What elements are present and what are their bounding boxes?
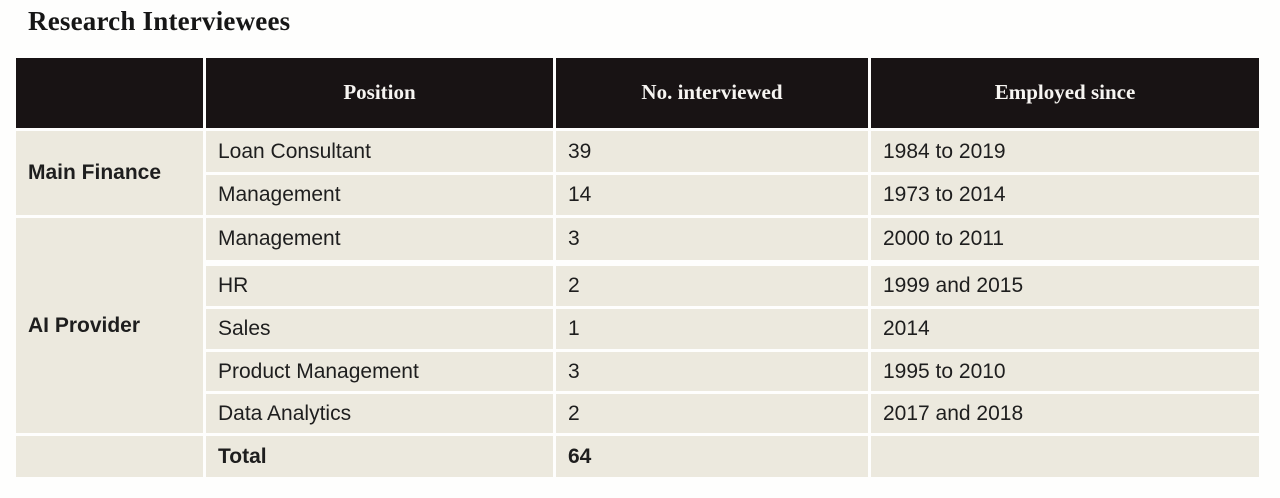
group-cell-empty: [16, 436, 203, 477]
position-cell: Sales: [206, 309, 553, 349]
total-label-cell: Total: [206, 436, 553, 477]
count-cell: 1: [556, 309, 868, 349]
research-interviewees-table: Position No. interviewed Employed since …: [16, 58, 1259, 477]
total-employed-empty-cell: [871, 436, 1259, 477]
position-cell: Product Management: [206, 352, 553, 391]
count-cell: 39: [556, 131, 868, 172]
position-cell: Management: [206, 218, 553, 260]
header-cell-empty: [16, 58, 203, 128]
count-cell: 14: [556, 175, 868, 215]
employed-cell: 2000 to 2011: [871, 218, 1259, 260]
position-cell: Management: [206, 175, 553, 215]
employed-cell: 1973 to 2014: [871, 175, 1259, 215]
count-cell: 2: [556, 394, 868, 433]
position-cell: Data Analytics: [206, 394, 553, 433]
header-cell-no-interviewed: No. interviewed: [556, 58, 868, 128]
employed-cell: 1999 and 2015: [871, 266, 1259, 306]
position-cell: Loan Consultant: [206, 131, 553, 172]
header-cell-employed-since: Employed since: [871, 58, 1259, 128]
page-title: Research Interviewees: [28, 6, 291, 36]
group-cell-ai-provider: AI Provider: [16, 218, 203, 433]
employed-cell: 2014: [871, 309, 1259, 349]
position-cell: HR: [206, 266, 553, 306]
count-cell: 2: [556, 266, 868, 306]
employed-cell: 2017 and 2018: [871, 394, 1259, 433]
count-cell: 3: [556, 352, 868, 391]
count-cell: 3: [556, 218, 868, 260]
employed-cell: 1995 to 2010: [871, 352, 1259, 391]
header-cell-position: Position: [206, 58, 553, 128]
group-cell-main-finance: Main Finance: [16, 131, 203, 215]
employed-cell: 1984 to 2019: [871, 131, 1259, 172]
total-value-cell: 64: [556, 436, 868, 477]
